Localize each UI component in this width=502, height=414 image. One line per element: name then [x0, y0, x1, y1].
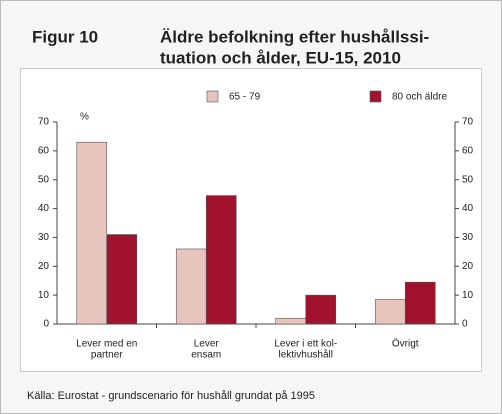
y-tick-label: 70 — [38, 117, 50, 128]
y2-tick-label: 60 — [462, 145, 474, 156]
x-tick-label: Lever med en — [76, 339, 137, 350]
bar — [106, 234, 138, 325]
y2-tick-label: 70 — [462, 117, 474, 128]
chart-title: Äldre befolkning efter hushållssi- — [160, 27, 429, 46]
bar — [305, 294, 337, 325]
legend-label: 65 - 79 — [229, 92, 261, 103]
bar — [175, 248, 207, 325]
y2-tick-label: 30 — [462, 232, 474, 243]
x-tick-label: ensam — [191, 350, 221, 361]
x-tick-label: lektivhushåll — [279, 349, 333, 361]
x-tick-label: Lever i ett kol- — [274, 339, 337, 350]
chart-title: tuation och ålder, EU-15, 2010 — [160, 48, 401, 67]
y-tick-label: 60 — [38, 145, 50, 156]
legend-swatch — [206, 90, 219, 103]
x-tick-label: partner — [91, 350, 123, 361]
legend-swatch — [369, 90, 382, 103]
y-tick-label: 20 — [38, 261, 50, 272]
legend-label: 80 och äldre — [392, 92, 447, 103]
y2-tick-label: 10 — [462, 290, 474, 301]
y2-tick-label: 40 — [462, 203, 474, 214]
y-tick-label: 50 — [38, 174, 50, 185]
bar — [404, 281, 436, 325]
x-tick-label: Lever — [194, 339, 220, 350]
y2-tick-label: 0 — [462, 319, 468, 330]
bar — [374, 299, 406, 325]
bar — [275, 317, 307, 325]
y-tick-label: 30 — [38, 232, 50, 243]
bar — [76, 141, 108, 325]
figure-label: Figur 10 — [32, 27, 98, 46]
y-tick-label: 0 — [43, 319, 49, 330]
source: Källa: Eurostat - grundscenario för hush… — [27, 390, 315, 402]
y-tick-label: 40 — [38, 203, 50, 214]
y-unit: % — [80, 112, 89, 123]
x-tick-label: Övrigt — [392, 338, 419, 350]
y2-tick-label: 50 — [462, 174, 474, 185]
y-tick-label: 10 — [38, 290, 50, 301]
bar — [205, 195, 237, 325]
y2-tick-label: 20 — [462, 261, 474, 272]
